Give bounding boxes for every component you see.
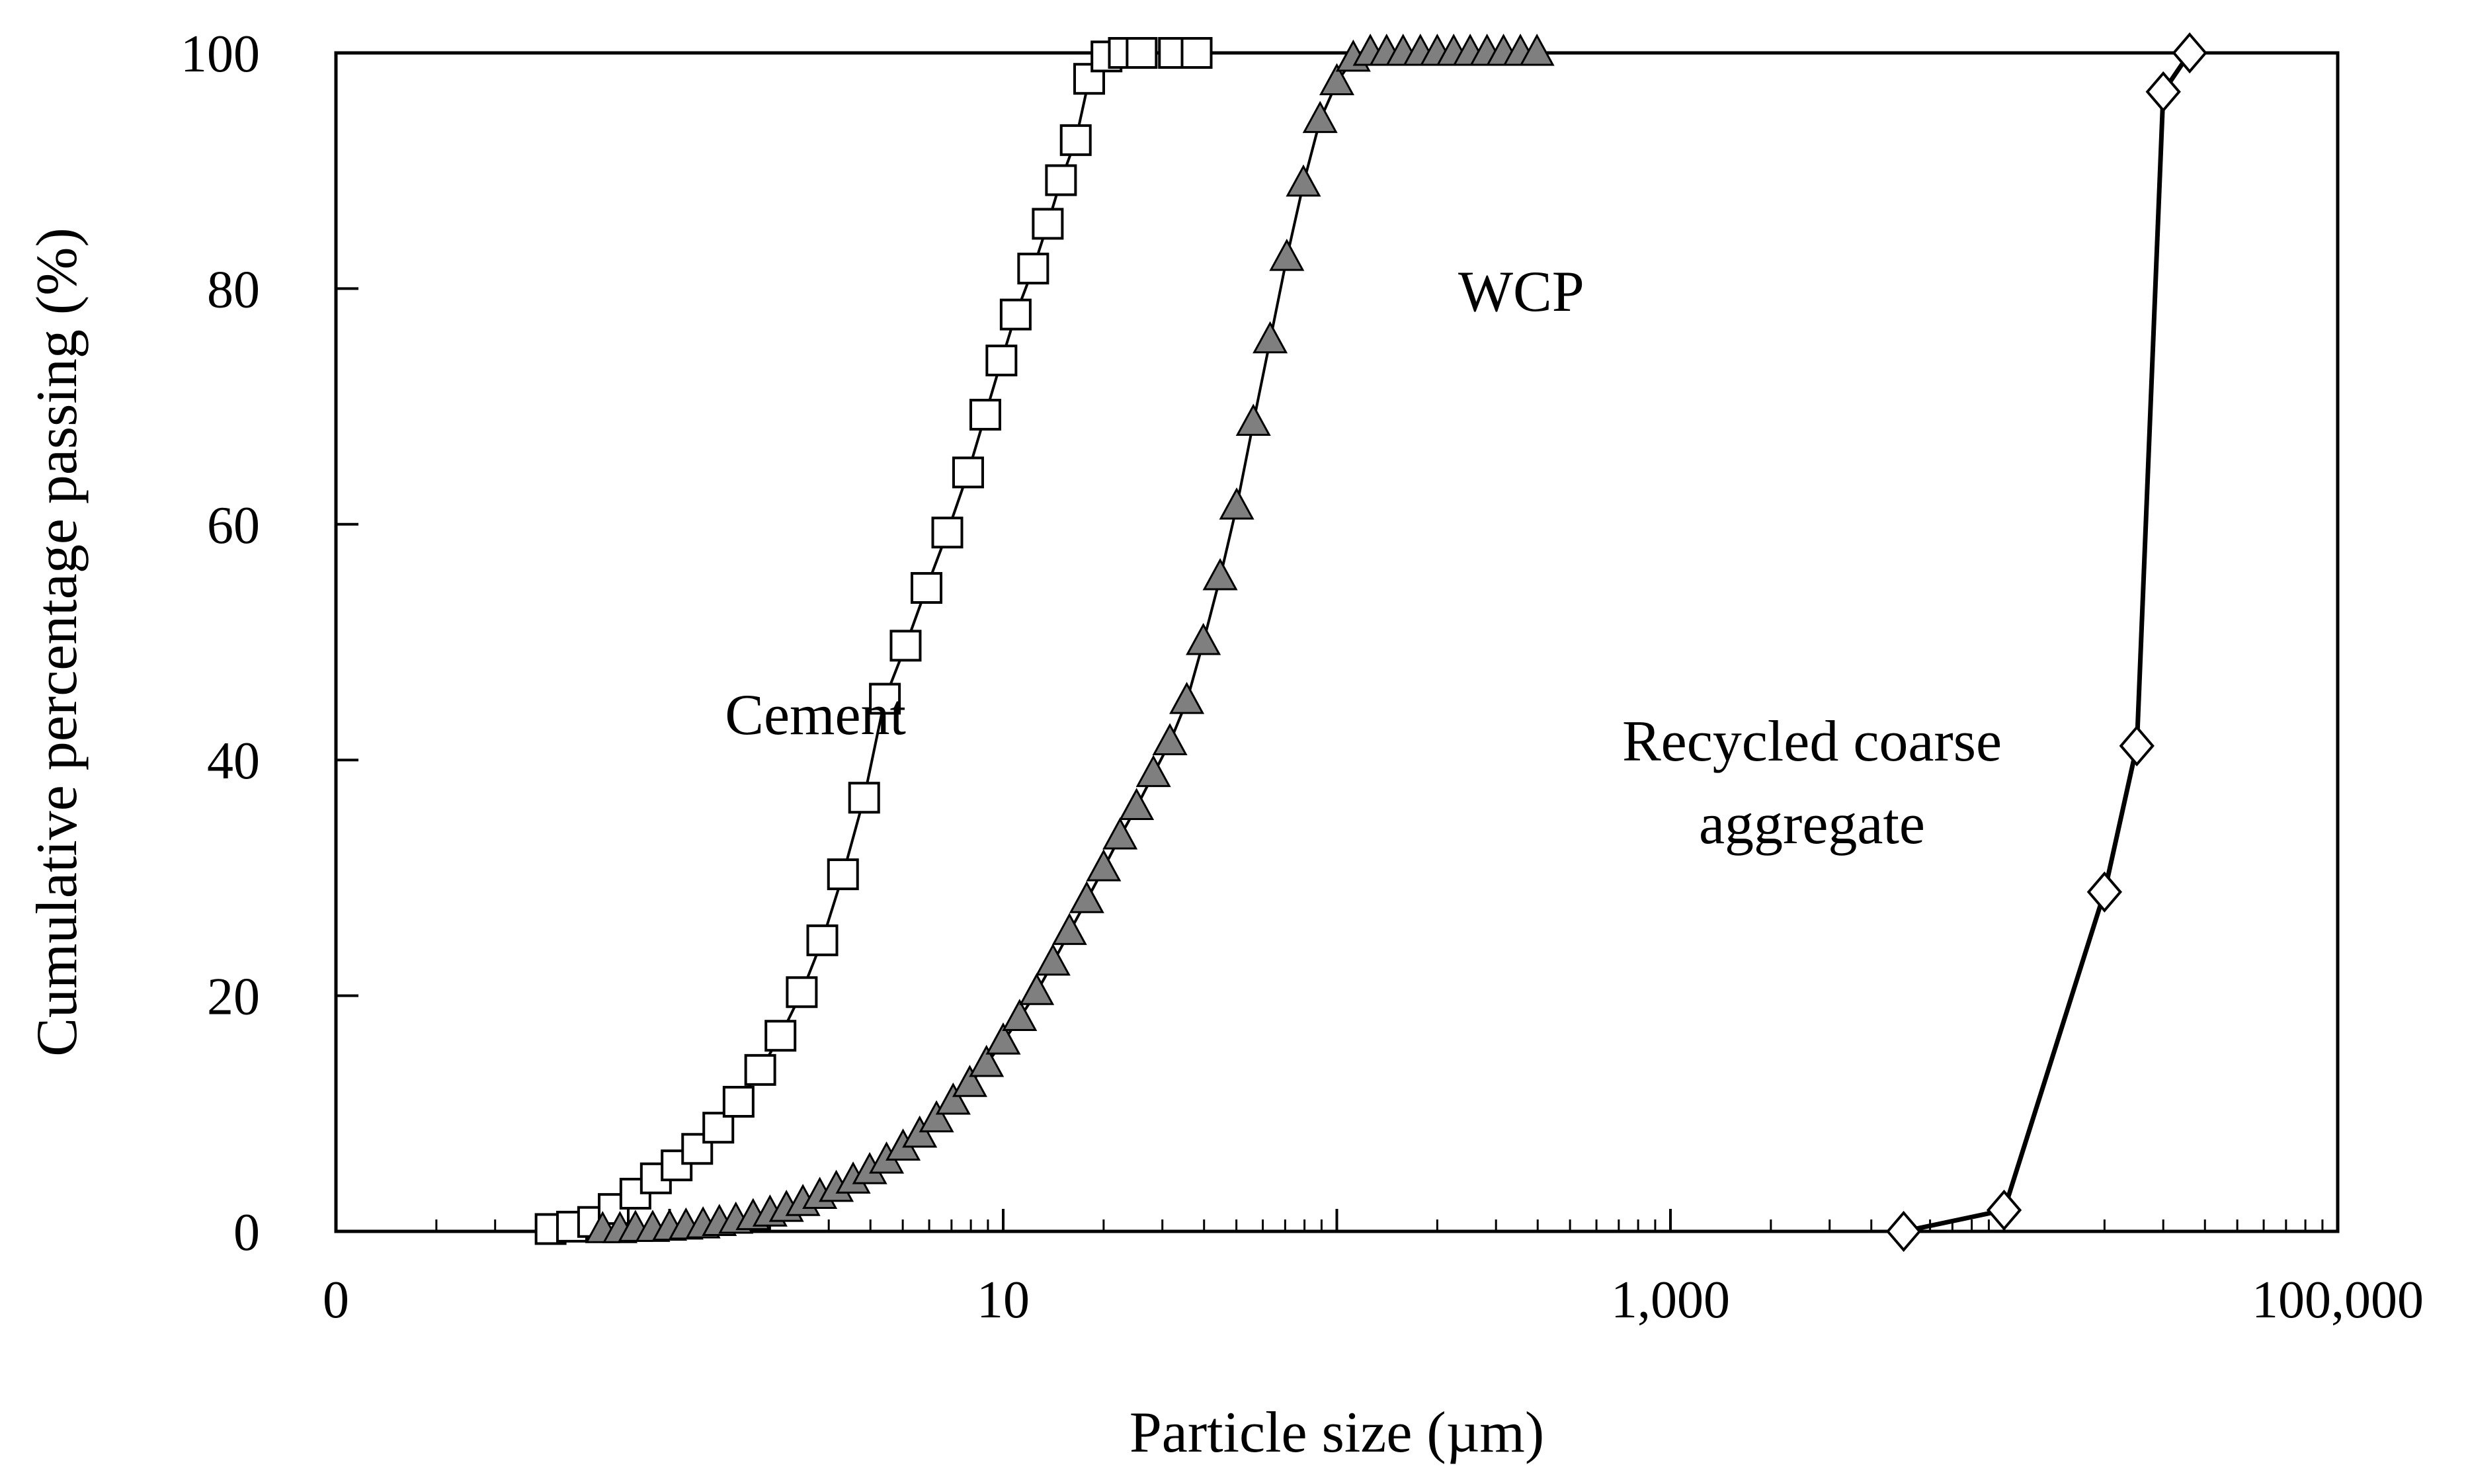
y-tick-label: 20: [207, 968, 260, 1026]
series-line: [602, 52, 1538, 1232]
data-point: [1035, 943, 1071, 976]
series-recycled-coarse-aggregate: [1885, 32, 2207, 1253]
data-point: [1269, 238, 1305, 271]
x-tick-label: 0: [323, 1271, 349, 1329]
data-point: [2086, 871, 2123, 913]
data-point: [1086, 849, 1122, 882]
series-line: [550, 52, 1197, 1231]
data-point: [952, 456, 984, 489]
x-tick-label: 10: [977, 1271, 1030, 1329]
data-point: [1152, 723, 1188, 755]
y-tick-label: 0: [233, 1204, 260, 1262]
data-point: [911, 572, 943, 604]
data-point: [935, 1082, 971, 1115]
data-point: [702, 1112, 735, 1144]
annotation-label: aggregate: [1699, 792, 1925, 856]
data-point: [2145, 71, 2181, 112]
data-point: [1885, 1210, 1922, 1253]
data-point: [1235, 403, 1271, 436]
data-point: [969, 399, 1001, 431]
data-point: [1286, 164, 1321, 197]
data-point: [1059, 124, 1092, 156]
data-point: [1045, 164, 1077, 196]
data-point: [1119, 788, 1155, 820]
data-point: [889, 630, 922, 662]
data-point: [999, 298, 1032, 331]
data-point: [786, 976, 818, 1009]
y-tick-label: 60: [207, 497, 260, 555]
data-point: [1102, 817, 1138, 850]
x-axis: 0 10 1,000 100,000: [323, 1209, 2424, 1329]
data-point: [744, 1053, 776, 1086]
y-tick-label: 40: [207, 732, 260, 790]
data-point: [1202, 557, 1238, 591]
data-point: [1135, 755, 1171, 788]
data-point: [1169, 681, 1205, 714]
data-point: [969, 1044, 1005, 1077]
data-point: [985, 1022, 1021, 1055]
data-point: [1302, 101, 1338, 134]
annotation-label: Recycled coarse: [1622, 710, 2002, 774]
annotation-label: WCP: [1458, 260, 1584, 324]
data-point: [2172, 32, 2207, 74]
annotation-layer: Cement WCP Recycled coarse aggregate: [725, 260, 2002, 856]
data-point: [1017, 253, 1049, 285]
data-point: [985, 345, 1018, 377]
data-point: [1019, 973, 1055, 1005]
data-point: [919, 1100, 954, 1133]
y-tick-label: 100: [181, 25, 260, 83]
data-point: [1180, 37, 1213, 69]
data-point: [1319, 63, 1355, 96]
series-line: [1903, 52, 2192, 1234]
data-point: [1186, 622, 1221, 655]
y-axis: 0 20 40 60 80 100: [181, 25, 358, 1262]
data-point: [952, 1065, 987, 1097]
data-point: [1002, 999, 1038, 1031]
series-cement: [534, 37, 1213, 1245]
data-point: [806, 924, 839, 956]
data-point: [722, 1085, 755, 1118]
data-point: [1253, 321, 1288, 354]
data-point: [1986, 1189, 2022, 1231]
data-point: [764, 1020, 797, 1052]
data-point: [1126, 37, 1158, 69]
data-point: [1219, 487, 1254, 520]
series-layer: [534, 32, 2207, 1253]
data-point: [848, 782, 880, 814]
data-point: [1069, 881, 1104, 913]
plot-frame: [334, 51, 2340, 1233]
x-tick-label: 100,000: [2252, 1271, 2424, 1329]
data-point: [869, 682, 901, 715]
data-point: [931, 516, 964, 549]
y-tick-label: 80: [207, 261, 260, 319]
data-point: [827, 858, 859, 891]
y-axis-title: Cumulative percentage passing (%): [25, 227, 89, 1057]
series-wcp: [585, 33, 1555, 1243]
data-point: [1032, 208, 1064, 240]
data-point: [1051, 913, 1087, 945]
plot-area: [334, 51, 2340, 1233]
data-point: [2119, 725, 2155, 766]
annotation-label: Cement: [725, 683, 906, 747]
x-tick-label: 1,000: [1611, 1271, 1730, 1329]
data-point: [1519, 33, 1555, 66]
x-axis-title: Particle size (µm): [1130, 1401, 1544, 1465]
